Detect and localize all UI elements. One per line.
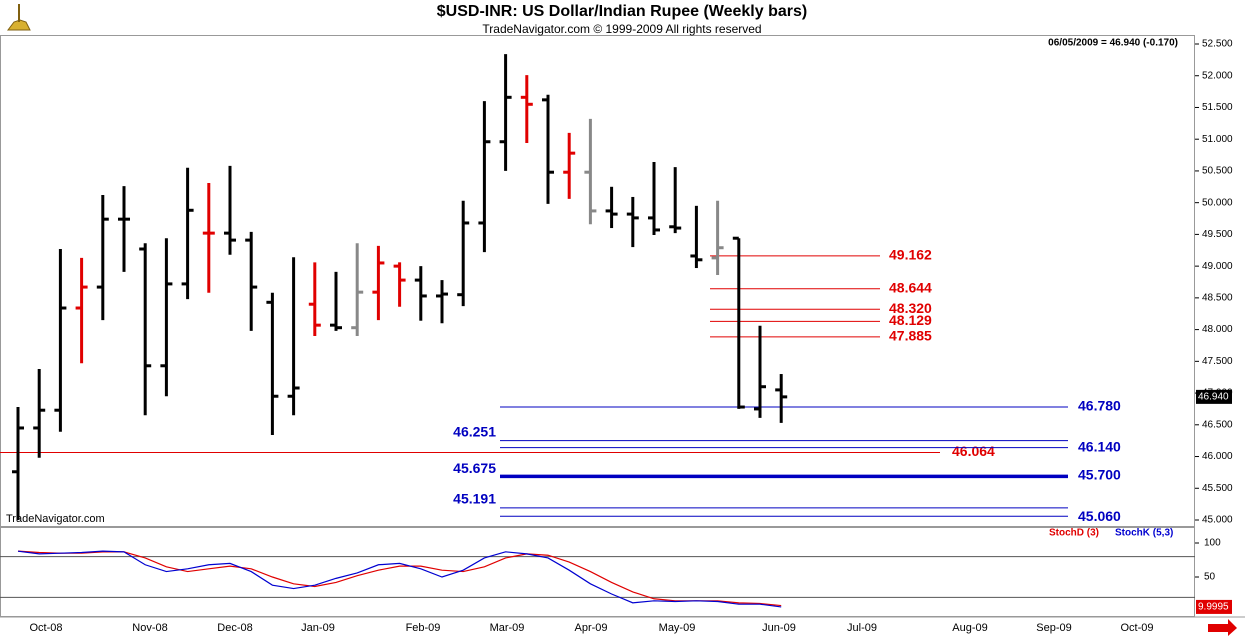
price-tag bbox=[1196, 389, 1232, 404]
y2-tick-label: 50 bbox=[1204, 572, 1216, 583]
x-tick-label: Jun-09 bbox=[762, 622, 796, 634]
level-label: 46.251 bbox=[453, 423, 496, 439]
level-label: 47.885 bbox=[889, 328, 932, 344]
y-tick-label: 52.500 bbox=[1202, 39, 1233, 50]
level-label: 46.780 bbox=[1078, 398, 1121, 414]
y-tick-label: 49.000 bbox=[1202, 261, 1233, 272]
logo bbox=[7, 4, 31, 31]
level-label: 45.675 bbox=[453, 460, 496, 476]
x-tick-label: Oct-09 bbox=[1120, 622, 1153, 634]
x-tick-label: Aug-09 bbox=[952, 622, 987, 634]
legend-label: StochD (3) bbox=[1049, 528, 1099, 539]
x-tick-label: Dec-08 bbox=[217, 622, 252, 634]
watermark: TradeNavigator.com bbox=[6, 513, 105, 525]
x-tick-label: Feb-09 bbox=[406, 622, 441, 634]
stoch-line bbox=[17, 550, 782, 608]
y-tick-label: 48.000 bbox=[1202, 324, 1233, 335]
stoch-tag-label: 9.9995 bbox=[1198, 602, 1229, 613]
level-label: 46.140 bbox=[1078, 438, 1121, 454]
y-tick-label: 47.500 bbox=[1202, 356, 1233, 367]
level-label: 45.191 bbox=[453, 491, 496, 507]
x-tick-label: Sep-09 bbox=[1036, 622, 1071, 634]
scroll-arrow[interactable] bbox=[1208, 619, 1237, 636]
y-tick-label: 48.500 bbox=[1202, 293, 1233, 304]
y-tick-label: 45.500 bbox=[1202, 483, 1233, 494]
y-tick-label: 51.000 bbox=[1202, 134, 1233, 145]
y2-tick-label: 100 bbox=[1204, 538, 1221, 549]
x-tick-label: Mar-09 bbox=[490, 622, 525, 634]
legend-label: StochK (5,3) bbox=[1115, 528, 1173, 539]
level-label: 48.129 bbox=[889, 312, 932, 328]
x-tick-label: May-09 bbox=[659, 622, 696, 634]
stoch-tag bbox=[1196, 599, 1232, 614]
y-tick-label: 50.000 bbox=[1202, 197, 1233, 208]
y-tick-label: 50.500 bbox=[1202, 166, 1233, 177]
x-tick-label: Apr-09 bbox=[574, 622, 607, 634]
level-label: 48.320 bbox=[889, 300, 932, 316]
y-tick-label: 51.500 bbox=[1202, 102, 1233, 113]
y-tick-label: 46.000 bbox=[1202, 451, 1233, 462]
x-tick-label: Oct-08 bbox=[29, 622, 62, 634]
x-tick-label: Jul-09 bbox=[847, 622, 877, 634]
stoch-line bbox=[17, 550, 782, 607]
chart-subtitle: TradeNavigator.com © 1999-2009 All right… bbox=[482, 22, 761, 36]
level-label: 48.644 bbox=[889, 279, 932, 295]
chart-title: $USD-INR: US Dollar/Indian Rupee (Weekly… bbox=[437, 3, 807, 20]
y-tick-label: 45.000 bbox=[1202, 515, 1233, 526]
level-label: 46.064 bbox=[952, 443, 995, 459]
y-tick-label: 52.000 bbox=[1202, 70, 1233, 81]
y-tick-label: 46.500 bbox=[1202, 419, 1233, 430]
level-label: 45.060 bbox=[1078, 508, 1121, 524]
x-tick-label: Jan-09 bbox=[301, 622, 335, 634]
y-tick-label: 49.500 bbox=[1202, 229, 1233, 240]
x-tick-label: Nov-08 bbox=[132, 622, 167, 634]
price-tag-label: 46.940 bbox=[1198, 392, 1229, 403]
level-label: 45.700 bbox=[1078, 466, 1121, 482]
price-panel bbox=[0, 35, 1195, 527]
level-label: 49.162 bbox=[889, 247, 932, 263]
info-text: 06/05/2009 = 46.940 (-0.170) bbox=[1048, 38, 1178, 49]
